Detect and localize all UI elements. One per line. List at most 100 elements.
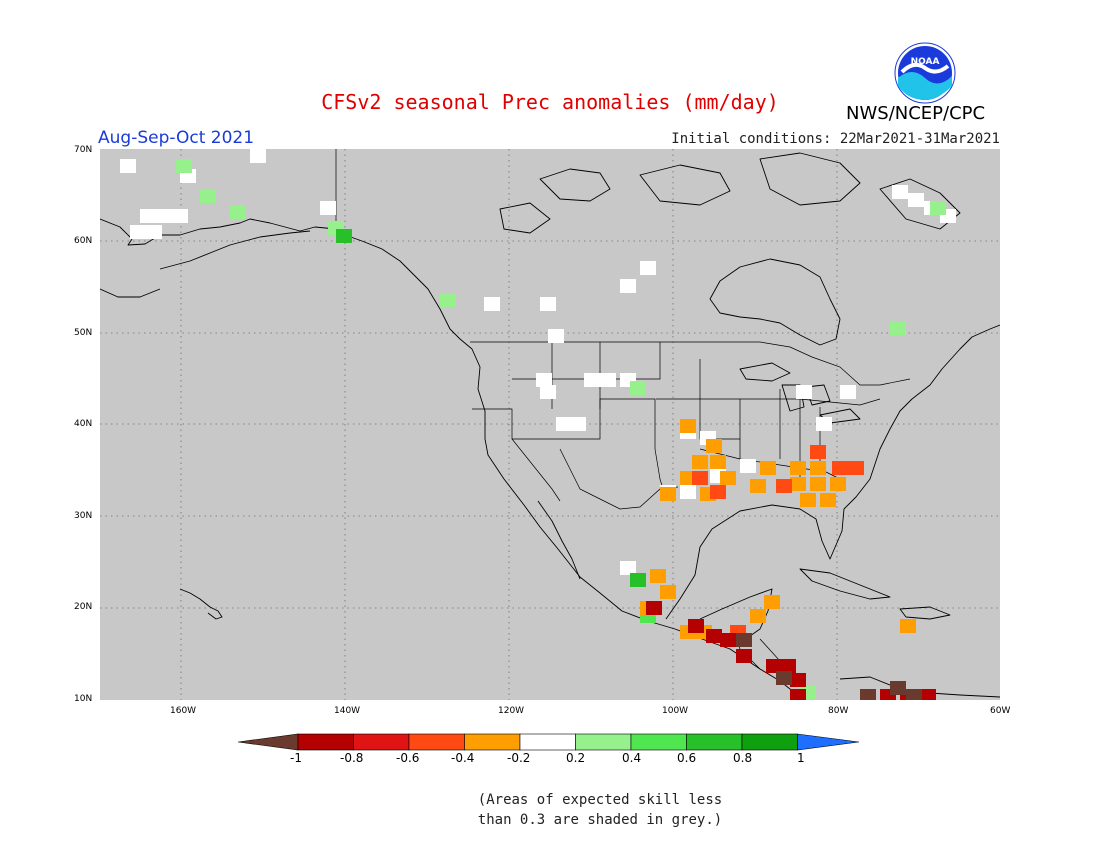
- anomaly-cell: [540, 385, 556, 399]
- anomaly-cell: [540, 297, 556, 311]
- anomaly-cell: [930, 201, 946, 215]
- lon-label-100w: 100W: [662, 706, 689, 716]
- grid-lines: [100, 149, 1000, 700]
- colorbar-label-1: 1: [797, 751, 805, 765]
- anomaly-cell: [860, 689, 876, 700]
- anomaly-cell: [660, 585, 676, 599]
- anomaly-cell: [584, 373, 600, 387]
- colorbar-label-06: 0.6: [677, 751, 697, 765]
- anomaly-cell: [250, 149, 266, 163]
- anomaly-cell: [736, 649, 752, 663]
- anomaly-cell: [760, 461, 776, 475]
- anomaly-cell: [880, 689, 896, 700]
- anomaly-cell: [810, 477, 826, 491]
- anomaly-cell: [630, 573, 646, 587]
- footnote: (Areas of expected skill less than 0.3 a…: [420, 790, 780, 830]
- anomaly-cell: [810, 445, 826, 459]
- lat-label-30n: 30N: [74, 511, 93, 521]
- page-title: CFSv2 seasonal Prec anomalies (mm/day): [321, 90, 779, 114]
- anomaly-cell: [600, 373, 616, 387]
- lon-label-60w: 60W: [990, 706, 1011, 716]
- anomaly-cell: [840, 385, 856, 399]
- anomaly-cell: [680, 485, 696, 499]
- anomaly-cell: [172, 209, 188, 223]
- agency-label: NWS/NCEP/CPC: [846, 103, 986, 124]
- anomaly-cell: [692, 455, 708, 469]
- colorbar-cell-9: [741, 733, 798, 751]
- anomaly-cell: [900, 619, 916, 633]
- colorbar-cell-1: [297, 733, 354, 751]
- colorbar-label-m06: -0.6: [396, 751, 420, 765]
- anomaly-cell: [740, 459, 756, 473]
- precip-anomaly-map: [100, 149, 1000, 700]
- colorbar-label-m1: -1: [290, 751, 302, 765]
- noaa-logo: NOAA: [894, 42, 956, 108]
- anomaly-cell: [780, 659, 796, 673]
- anomaly-cell: [556, 417, 572, 431]
- lon-label-140w: 140W: [334, 706, 361, 716]
- anomaly-cell: [130, 225, 146, 239]
- colorbar-label-m08: -0.8: [340, 751, 364, 765]
- initial-conditions-label: Initial conditions: 22Mar2021-31Mar2021: [671, 131, 1000, 147]
- anomaly-cell: [710, 485, 726, 499]
- colorbar-label-m02: -0.2: [507, 751, 531, 765]
- anomaly-cell: [548, 329, 564, 343]
- colorbar-cell-4: [464, 733, 521, 751]
- anomaly-cell: [630, 381, 646, 395]
- anomaly-cell: [688, 619, 704, 633]
- anomaly-cell: [750, 609, 766, 623]
- lon-label-160w: 160W: [170, 706, 197, 716]
- season-label: Aug-Sep-Oct 2021: [98, 128, 255, 148]
- anomaly-cell: [620, 279, 636, 293]
- anomaly-cell: [750, 479, 766, 493]
- anomaly-cell: [320, 201, 336, 215]
- colorbar: [238, 733, 860, 751]
- anomaly-cell: [830, 477, 846, 491]
- anomaly-cell: [620, 561, 636, 575]
- colorbar-cell-above-max: [797, 733, 860, 751]
- lat-label-50n: 50N: [74, 328, 93, 338]
- anomaly-cell: [200, 189, 216, 203]
- colorbar-cell-below-min: [238, 733, 299, 751]
- anomaly-cell: [146, 225, 162, 239]
- anomaly-cell: [650, 569, 666, 583]
- coastlines: [100, 152, 1000, 698]
- colorbar-label-08: 0.8: [733, 751, 753, 765]
- anomaly-cell: [710, 455, 726, 469]
- anomaly-cell: [660, 487, 676, 501]
- anomaly-cell: [176, 159, 192, 173]
- colorbar-cell-3: [408, 733, 465, 751]
- anomaly-cell: [890, 681, 906, 695]
- anomaly-cell: [156, 209, 172, 223]
- noaa-logo-text: NOAA: [911, 57, 940, 67]
- lat-label-40n: 40N: [74, 419, 93, 429]
- anomaly-cell: [810, 461, 826, 475]
- lat-label-10n: 10N: [74, 694, 93, 704]
- anomaly-cell: [908, 193, 924, 207]
- anomaly-cell: [230, 205, 246, 219]
- anomaly-cell: [570, 417, 586, 431]
- lon-label-80w: 80W: [828, 706, 849, 716]
- anomaly-cell: [796, 385, 812, 399]
- anomaly-cell: [646, 601, 662, 615]
- anomaly-cell: [692, 471, 708, 485]
- lat-label-70n: 70N: [74, 145, 93, 155]
- colorbar-label-04: 0.4: [622, 751, 642, 765]
- lat-label-20n: 20N: [74, 602, 93, 612]
- anomaly-cells: [120, 149, 956, 700]
- anomaly-cell: [484, 297, 500, 311]
- anomaly-cell: [440, 293, 456, 307]
- anomaly-cell: [832, 461, 848, 475]
- anomaly-cell: [536, 373, 552, 387]
- anomaly-cell: [720, 471, 736, 485]
- anomaly-cell: [820, 493, 836, 507]
- map-background: [100, 149, 1000, 700]
- anomaly-cell: [790, 689, 806, 700]
- anomaly-cell: [706, 629, 722, 643]
- anomaly-cell: [890, 321, 906, 335]
- anomaly-cell: [336, 229, 352, 243]
- anomaly-cell: [720, 633, 736, 647]
- footnote-line-2: than 0.3 are shaded in grey.): [477, 812, 723, 828]
- anomaly-cell: [680, 419, 696, 433]
- footnote-line-1: (Areas of expected skill less: [477, 792, 723, 808]
